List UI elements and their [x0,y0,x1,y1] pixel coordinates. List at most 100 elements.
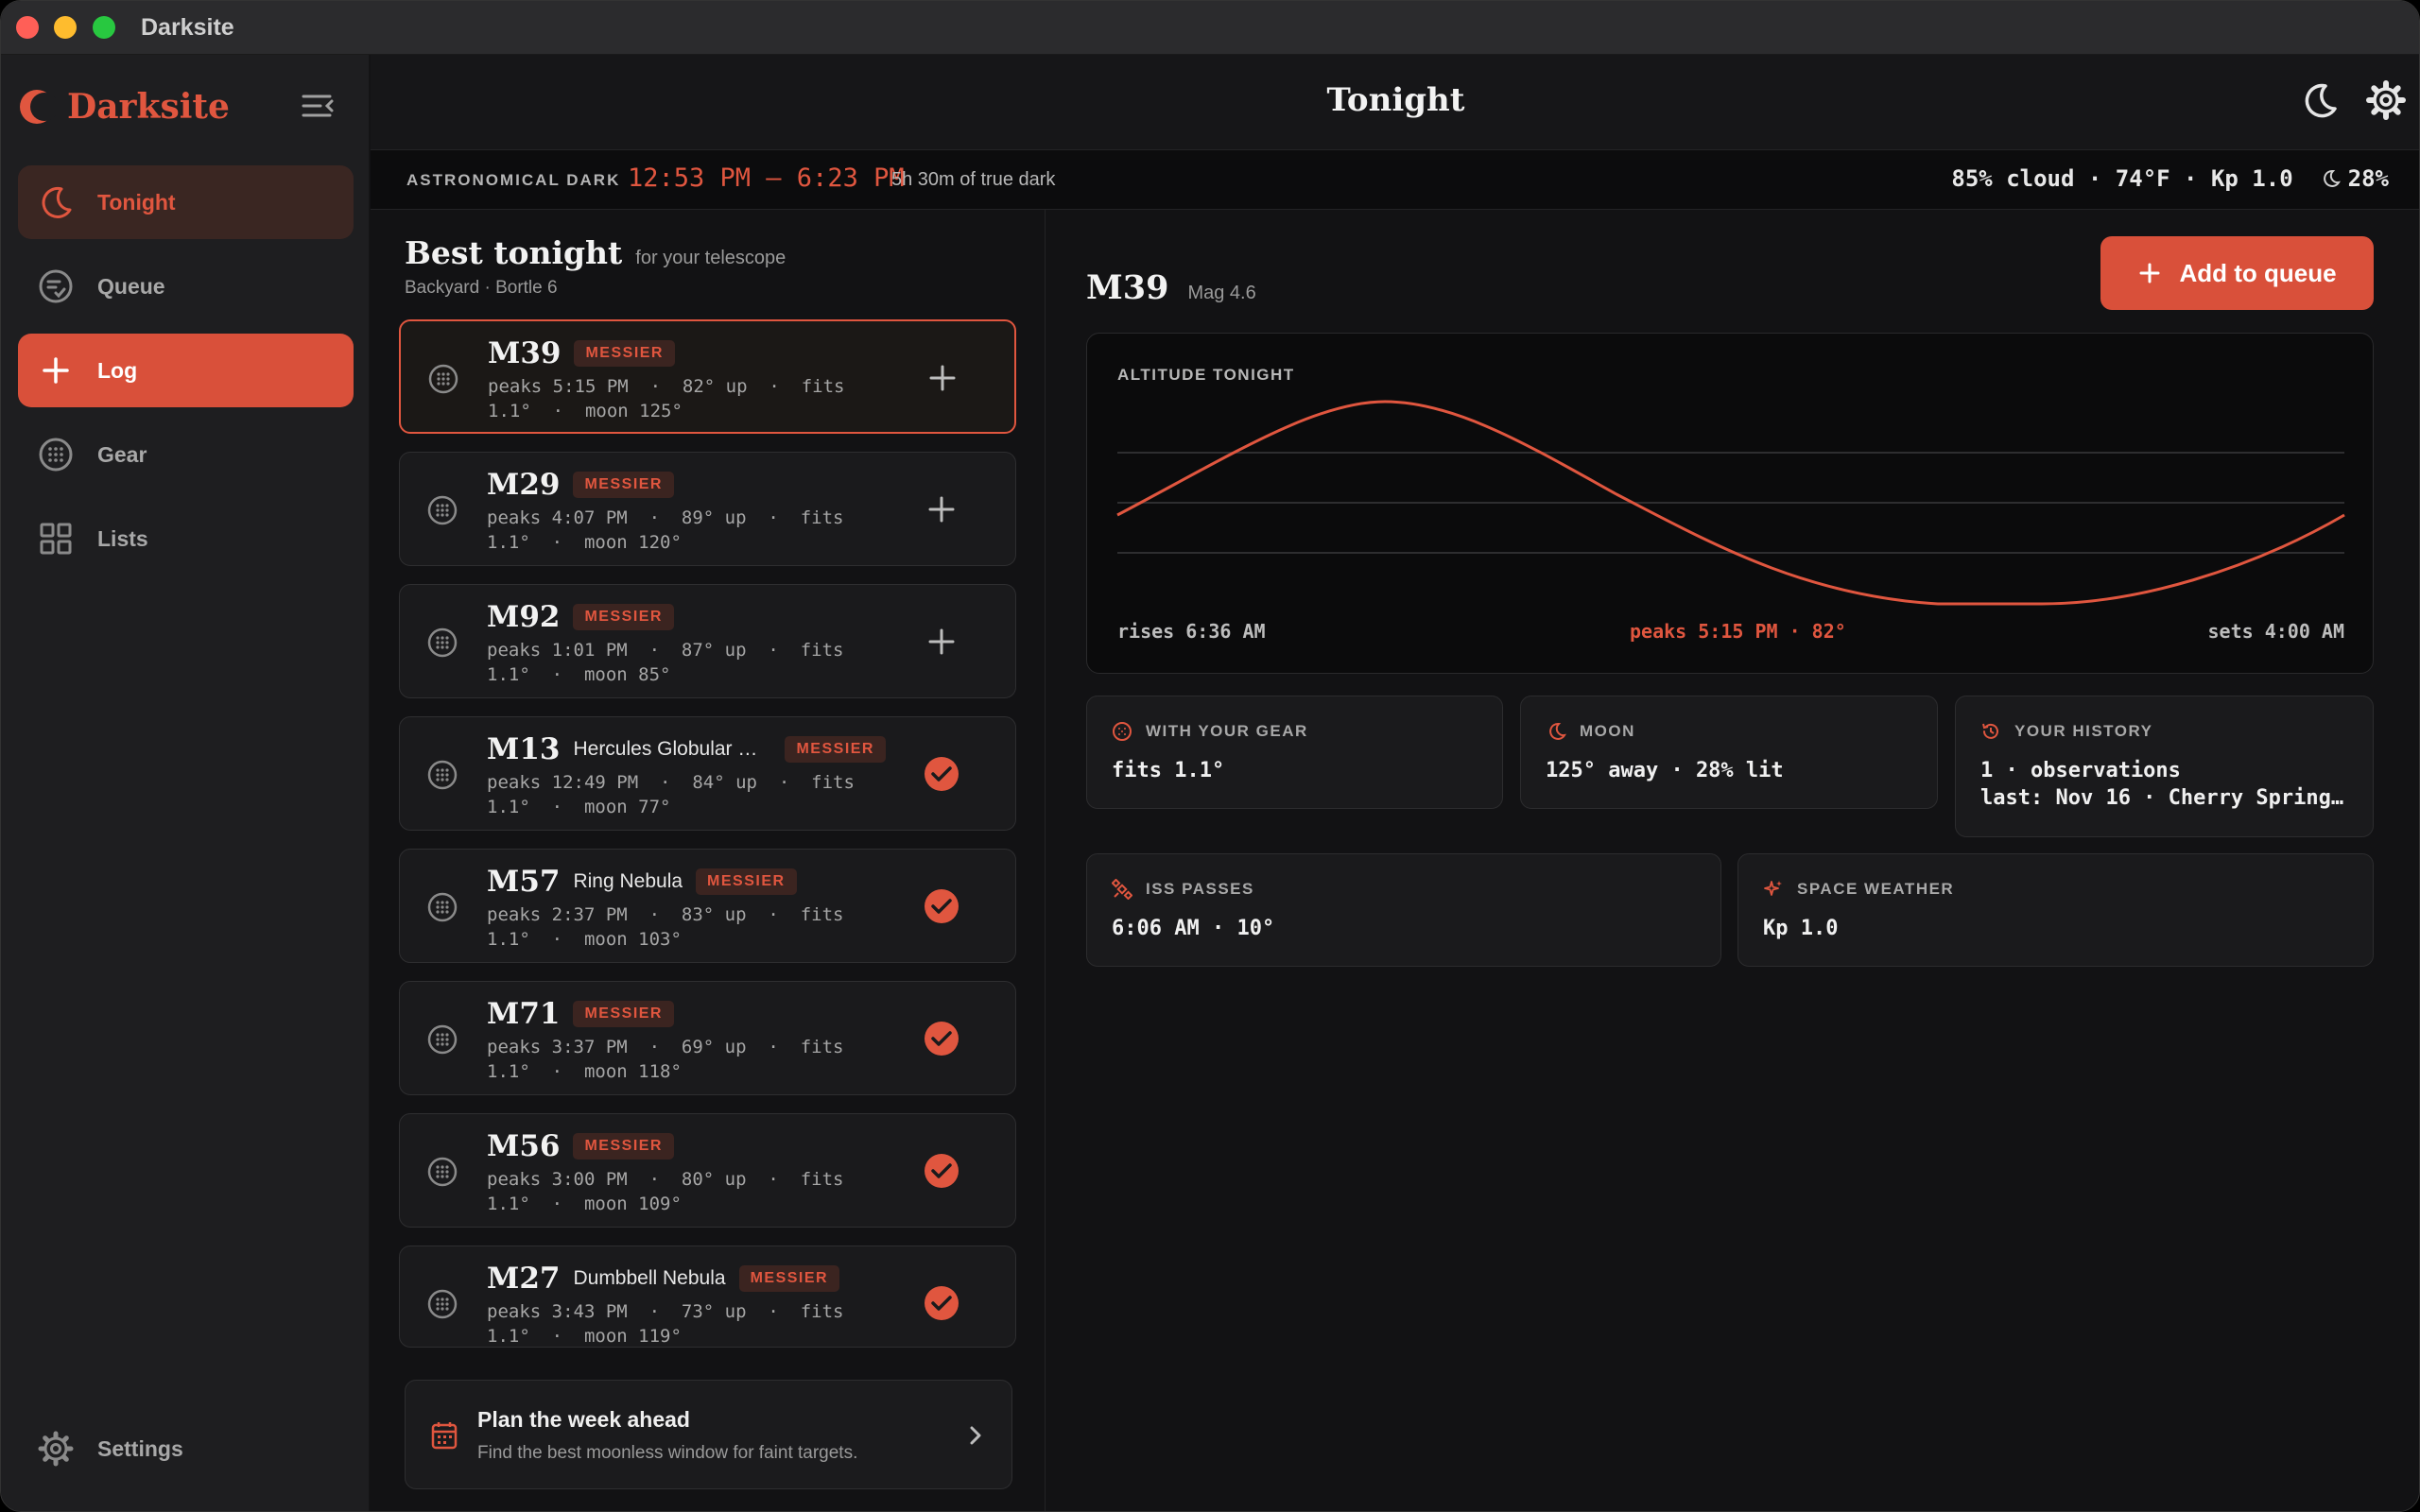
iss-card: ISS PASSES 6:06 AM · 10° [1086,853,1721,967]
sidebar-item-label: Settings [97,1435,183,1461]
target-card[interactable]: M92 MESSIER peaks 1:01 PM · 87° up · fits 1… [399,584,1016,698]
checked-icon[interactable] [923,887,960,925]
target-meta-line: peaks 3:43 PM · 73° up · fits [487,1301,844,1322]
globe-icon [428,364,458,394]
close-window-button[interactable] [16,16,39,39]
target-card[interactable]: M56 MESSIER peaks 3:00 PM · 80° up · fits 1… [399,1113,1016,1228]
night-mode-icon[interactable] [2299,79,2341,121]
target-name-row: M13 Hercules Globular Cl... MESSIER [487,732,886,766]
target-common-name: Hercules Globular Cl... [573,738,772,760]
add-target-icon[interactable] [924,359,961,397]
target-meta-line: peaks 5:15 PM · 82° up · fits [488,376,845,397]
sidebar-item-log[interactable]: Log [18,334,354,407]
target-card[interactable]: M39 MESSIER peaks 5:15 PM · 82° up · fits 1… [399,319,1016,434]
collapse-sidebar-icon[interactable] [300,89,337,123]
settings-gear-icon[interactable] [2365,79,2407,121]
target-meta-line: peaks 3:00 PM · 80° up · fits [487,1169,844,1190]
moon-phase-icon [2323,169,2341,187]
target-name: M71 [487,997,561,1031]
add-to-queue-label: Add to queue [2179,258,2337,287]
target-card[interactable]: M71 MESSIER peaks 3:37 PM · 69° up · fits 1… [399,981,1016,1095]
detail-panel: M39 Mag 4.6 Add to queue ALTITUDE TONIGH… [1046,210,2419,1511]
darksite-logo-icon [20,90,56,124]
sidebar-item-label: Lists [97,525,148,551]
gear-icon [38,1431,74,1467]
target-meta: peaks 3:37 PM · 69° up · fits 1.1° · moon… [487,1035,893,1084]
queue-icon [39,269,73,303]
target-card[interactable]: M29 MESSIER peaks 4:07 PM · 89° up · fits 1… [399,452,1016,566]
panel-heading: Best tonight for your telescope [405,234,786,271]
location-label: Backyard · Bortle 6 [405,278,558,298]
moon-card-label: MOON [1580,722,1635,740]
object-name: M39 [1086,268,1169,307]
globe-icon [1113,722,1132,741]
globe-icon [39,438,73,472]
target-meta-line: peaks 3:37 PM · 69° up · fits [487,1037,844,1057]
space-weather-card: SPACE WEATHER Kp 1.0 [1737,853,2374,967]
object-magnitude: Mag 4.6 [1187,283,1256,303]
target-meta: peaks 5:15 PM · 82° up · fits 1.1° · moon… [488,374,894,423]
target-meta-line: 1.1° · moon 125° [488,401,683,421]
plan-subtitle: Find the best moonless window for faint … [477,1443,858,1463]
history-card-line2: last: Nov 16 · Cherry Spring… [1980,786,2344,810]
window-title: Darksite [141,14,234,41]
page-title: Tonight [1326,81,1465,119]
catalog-badge: MESSIER [738,1265,840,1292]
best-tonight-panel: Best tonight for your telescope Backyard… [371,210,1046,1511]
add-to-queue-button[interactable]: Add to queue [2100,236,2374,310]
globe-icon [427,495,458,525]
globe-icon [427,1289,458,1319]
minimize-window-button[interactable] [54,16,77,39]
sidebar-item-gear[interactable]: Gear [18,418,354,491]
zoom-window-button[interactable] [93,16,115,39]
iss-card-label: ISS PASSES [1146,880,1254,898]
checked-icon[interactable] [923,1020,960,1057]
target-name-row: M29 MESSIER [487,468,674,502]
target-card[interactable]: M27 Dumbbell Nebula MESSIER peaks 3:43 PM ·… [399,1246,1016,1348]
globe-icon [427,892,458,922]
add-target-icon[interactable] [923,623,960,661]
target-name-row: M27 Dumbbell Nebula MESSIER [487,1262,840,1296]
gear-card-value: fits 1.1° [1112,759,1225,782]
target-name: M13 [487,732,561,766]
plan-week-button[interactable]: Plan the week ahead Find the best moonle… [405,1380,1012,1489]
target-card[interactable]: M57 Ring Nebula MESSIER peaks 2:37 PM · 83°… [399,849,1016,963]
sidebar-item-tonight[interactable]: Tonight [18,165,354,239]
weather-text: 85% cloud · 74°F · Kp 1.0 [1951,165,2293,192]
sidebar-item-label: Tonight [97,189,176,215]
target-meta: peaks 3:43 PM · 73° up · fits 1.1° · moon… [487,1299,893,1347]
add-target-icon[interactable] [923,490,960,528]
checked-icon[interactable] [923,1152,960,1190]
target-meta-line: 1.1° · moon 85° [487,664,671,685]
target-name: M27 [487,1262,561,1296]
target-meta: peaks 4:07 PM · 89° up · fits 1.1° · moon… [487,506,893,555]
sidebar-item-label: Gear [97,441,147,467]
sidebar-item-lists[interactable]: Lists [18,502,354,576]
catalog-badge: MESSIER [573,472,674,498]
dark-duration: 5h 30m of true dark [891,169,1056,190]
target-meta-line: 1.1° · moon 120° [487,532,682,553]
globe-icon [427,1024,458,1055]
history-card-line1: 1 · observations [1980,759,2181,782]
target-name: M92 [487,600,561,634]
sidebar-item-label: Log [97,357,138,383]
checked-icon[interactable] [923,755,960,793]
plus-icon [43,357,69,384]
brand: Darksite [18,83,230,130]
sidebar: Darksite Tonight Queue Log Gear Lists [1,55,370,1511]
moon-icon [1549,722,1566,740]
dark-label: ASTRONOMICAL DARK [406,171,621,189]
target-meta: peaks 2:37 PM · 83° up · fits 1.1° · moon… [487,902,893,952]
target-name: M29 [487,468,561,502]
rises-label: rises 6:36 AM [1117,620,1266,643]
sidebar-item-queue[interactable]: Queue [18,249,354,323]
checked-icon[interactable] [923,1284,960,1322]
sidebar-item-settings[interactable]: Settings [18,1412,354,1486]
catalog-badge: MESSIER [696,868,797,895]
target-name-row: M56 MESSIER [487,1129,674,1163]
target-meta-line: peaks 12:49 PM · 84° up · fits [487,772,855,793]
catalog-badge: MESSIER [785,736,886,763]
iss-card-value: 6:06 AM · 10° [1112,917,1275,940]
target-card[interactable]: M13 Hercules Globular Cl... MESSIER peaks 1… [399,716,1016,831]
